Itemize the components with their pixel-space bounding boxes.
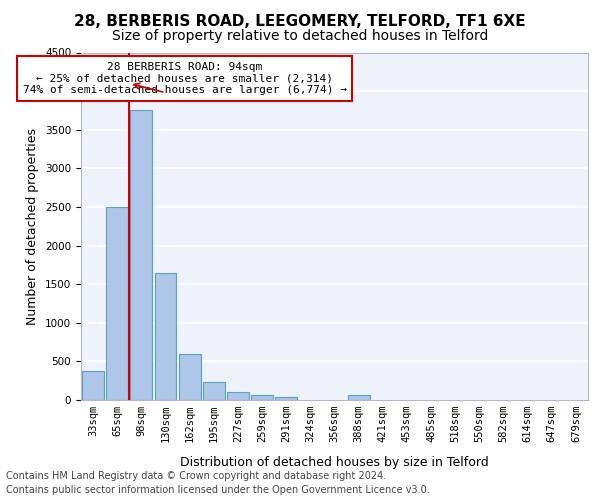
Bar: [106, 207, 128, 400]
Bar: [348, 396, 370, 400]
Bar: [227, 392, 249, 400]
X-axis label: Distribution of detached houses by size in Telford: Distribution of detached houses by size …: [180, 456, 489, 469]
Bar: [203, 382, 224, 400]
Text: Size of property relative to detached houses in Telford: Size of property relative to detached ho…: [112, 29, 488, 43]
Bar: [179, 354, 200, 400]
Bar: [130, 110, 152, 400]
Text: 28 BERBERIS ROAD: 94sqm
← 25% of detached houses are smaller (2,314)
74% of semi: 28 BERBERIS ROAD: 94sqm ← 25% of detache…: [23, 62, 347, 95]
Text: Contains public sector information licensed under the Open Government Licence v3: Contains public sector information licen…: [6, 485, 430, 495]
Y-axis label: Number of detached properties: Number of detached properties: [26, 128, 40, 325]
Bar: [82, 372, 104, 400]
Bar: [251, 396, 273, 400]
Bar: [275, 397, 297, 400]
Text: Contains HM Land Registry data © Crown copyright and database right 2024.: Contains HM Land Registry data © Crown c…: [6, 471, 386, 481]
Text: 28, BERBERIS ROAD, LEEGOMERY, TELFORD, TF1 6XE: 28, BERBERIS ROAD, LEEGOMERY, TELFORD, T…: [74, 14, 526, 29]
Bar: [155, 272, 176, 400]
